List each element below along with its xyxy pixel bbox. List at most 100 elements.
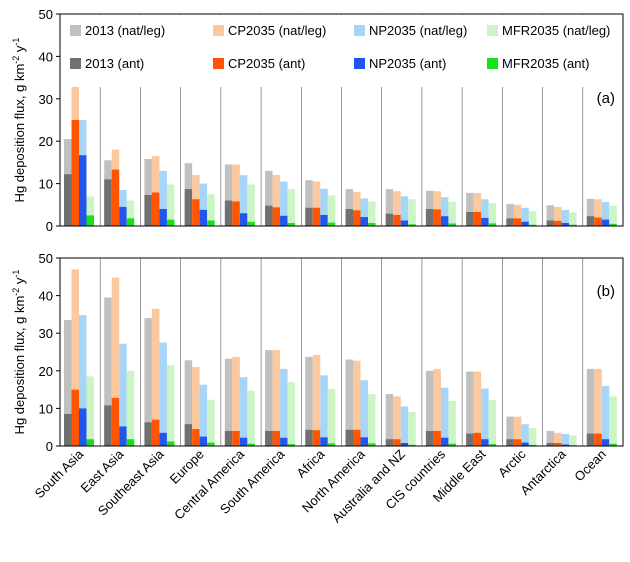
bar-mfr2035-ant-north-america bbox=[368, 443, 376, 446]
bar-cp2035-ant-south-america bbox=[272, 207, 281, 226]
bar-np2035-nat-leg-europe bbox=[199, 183, 208, 226]
bar-np2035-ant-east-asia bbox=[119, 426, 127, 446]
bar-mfr2035-ant-east-asia bbox=[126, 439, 135, 446]
bar-cp2035-ant-europe bbox=[192, 199, 200, 226]
legend-swatch-np2035-ant bbox=[354, 58, 365, 69]
legend-label-mfr2035-nat-leg: MFR2035 (nat/leg) bbox=[502, 23, 610, 38]
bar-2013-ant-arctic bbox=[506, 439, 514, 446]
bar-2013-ant-east-asia bbox=[104, 179, 112, 226]
bar-mfr2035-nat-leg-arctic bbox=[528, 427, 537, 446]
bar-np2035-nat-leg-east-asia bbox=[119, 343, 127, 446]
bar-2013-nat-leg-central-america bbox=[224, 164, 233, 226]
bar-2013-ant-east-asia bbox=[104, 405, 112, 446]
bar-mfr2035-nat-leg-south-asia bbox=[86, 376, 94, 446]
bar-2013-nat-leg-cis-countries bbox=[425, 190, 434, 226]
bar-cp2035-nat-leg-middle-east bbox=[473, 371, 482, 446]
y-tick-label: 20 bbox=[39, 364, 53, 379]
y-axis-label: Hg deposition flux, g km-2 y-1 bbox=[11, 270, 27, 435]
bar-cp2035-ant-ocean bbox=[594, 217, 602, 226]
bar-2013-ant-middle-east bbox=[466, 433, 474, 446]
bar-cp2035-ant-southeast-asia bbox=[151, 419, 160, 446]
bar-mfr2035-nat-leg-australia-and-nz bbox=[408, 199, 416, 226]
bar-np2035-ant-africa bbox=[320, 214, 328, 226]
bar-cp2035-ant-australia-and-nz bbox=[393, 214, 401, 226]
bar-mfr2035-ant-south-asia bbox=[86, 439, 94, 446]
bar-cp2035-nat-leg-middle-east bbox=[473, 192, 482, 226]
bar-2013-ant-australia-and-nz bbox=[385, 213, 394, 226]
bar-cp2035-ant-cis-countries bbox=[433, 209, 441, 226]
bar-cp2035-nat-leg-arctic bbox=[513, 416, 522, 446]
bar-mfr2035-ant-north-america bbox=[368, 223, 376, 226]
bar-cp2035-nat-leg-europe bbox=[192, 367, 200, 446]
bar-mfr2035-ant-south-asia bbox=[86, 215, 94, 226]
bar-np2035-nat-leg-south-america bbox=[280, 368, 288, 446]
bar-2013-nat-leg-southeast-asia bbox=[144, 159, 152, 226]
bar-2013-nat-leg-north-america bbox=[345, 189, 353, 226]
bar-2013-ant-australia-and-nz bbox=[385, 439, 394, 446]
plot-frame bbox=[59, 13, 624, 227]
bar-mfr2035-ant-ocean bbox=[609, 223, 617, 226]
bar-2013-nat-leg-east-asia bbox=[104, 297, 112, 446]
bar-np2035-nat-leg-africa bbox=[320, 188, 328, 226]
bar-2013-ant-middle-east bbox=[466, 212, 474, 226]
bar-2013-nat-leg-south-america bbox=[265, 170, 273, 226]
bar-np2035-nat-leg-middle-east bbox=[481, 388, 489, 446]
bar-np2035-nat-leg-ocean bbox=[601, 201, 610, 226]
bar-cp2035-nat-leg-central-america bbox=[232, 356, 240, 446]
legend-swatch-mfr2035-ant bbox=[487, 58, 498, 69]
bar-cp2035-ant-south-asia bbox=[71, 120, 79, 226]
bar-np2035-nat-leg-south-america bbox=[280, 181, 288, 226]
bar-2013-ant-south-america bbox=[265, 205, 273, 226]
bar-np2035-nat-leg-europe bbox=[199, 384, 208, 446]
bar-mfr2035-nat-leg-north-america bbox=[368, 394, 376, 446]
bar-cp2035-ant-arctic bbox=[513, 439, 522, 446]
bar-cp2035-ant-arctic bbox=[513, 218, 522, 226]
bar-mfr2035-ant-arctic bbox=[528, 224, 537, 226]
bar-cp2035-ant-africa bbox=[312, 207, 321, 226]
bar-2013-ant-central-america bbox=[224, 200, 233, 226]
bar-np2035-ant-ocean bbox=[601, 219, 610, 226]
y-tick-label: 30 bbox=[39, 92, 53, 107]
bar-mfr2035-nat-leg-central-america bbox=[247, 184, 255, 226]
y-axis-label: Hg deposition flux, g km-2 y-1 bbox=[11, 38, 27, 203]
bar-2013-nat-leg-australia-and-nz bbox=[385, 394, 394, 446]
bar-np2035-ant-north-america bbox=[360, 437, 368, 446]
bar-2013-ant-europe bbox=[184, 424, 193, 446]
y-tick-label: 20 bbox=[39, 134, 53, 149]
bar-mfr2035-ant-south-america bbox=[287, 444, 296, 446]
bar-np2035-nat-leg-central-america bbox=[239, 175, 248, 226]
plot-frame bbox=[59, 257, 624, 447]
bar-cp2035-nat-leg-east-asia bbox=[111, 277, 120, 446]
bar-2013-nat-leg-ocean bbox=[586, 198, 595, 226]
y-tick-label: 10 bbox=[39, 401, 53, 416]
bar-2013-ant-south-america bbox=[265, 430, 273, 446]
bar-mfr2035-nat-leg-cis-countries bbox=[448, 201, 456, 226]
bar-cp2035-nat-leg-ocean bbox=[594, 199, 602, 226]
bar-mfr2035-nat-leg-south-america bbox=[287, 189, 296, 226]
bar-mfr2035-nat-leg-south-america bbox=[287, 382, 296, 446]
bar-cp2035-nat-leg-north-america bbox=[353, 360, 361, 446]
bar-2013-nat-leg-antarctica bbox=[546, 205, 555, 226]
bar-np2035-nat-leg-south-asia bbox=[79, 315, 87, 446]
legend-label-np2035-ant: NP2035 (ant) bbox=[369, 56, 446, 71]
bar-2013-nat-leg-middle-east bbox=[466, 192, 474, 226]
bar-mfr2035-nat-leg-africa bbox=[327, 388, 336, 446]
bar-2013-ant-europe bbox=[184, 189, 193, 226]
bar-2013-nat-leg-cis-countries bbox=[425, 370, 434, 446]
bar-cp2035-nat-leg-cis-countries bbox=[433, 191, 441, 226]
bar-np2035-ant-ocean bbox=[601, 439, 610, 446]
bar-np2035-ant-australia-and-nz bbox=[400, 442, 409, 446]
bar-np2035-ant-europe bbox=[199, 436, 208, 446]
bar-mfr2035-ant-middle-east bbox=[488, 223, 497, 226]
bar-2013-nat-leg-central-america bbox=[224, 358, 233, 446]
bar-cp2035-ant-europe bbox=[192, 429, 200, 446]
bar-cp2035-ant-antarctica bbox=[554, 220, 562, 226]
bar-2013-ant-south-asia bbox=[64, 414, 72, 446]
bar-mfr2035-nat-leg-north-america bbox=[368, 201, 376, 226]
bar-mfr2035-ant-middle-east bbox=[488, 444, 497, 446]
bar-np2035-ant-south-asia bbox=[79, 155, 87, 226]
y-tick-label: 50 bbox=[39, 7, 53, 22]
legend-swatch-2013-nat-leg bbox=[70, 25, 81, 36]
bar-mfr2035-ant-cis-countries bbox=[448, 223, 456, 226]
bar-np2035-nat-leg-australia-and-nz bbox=[400, 196, 409, 226]
